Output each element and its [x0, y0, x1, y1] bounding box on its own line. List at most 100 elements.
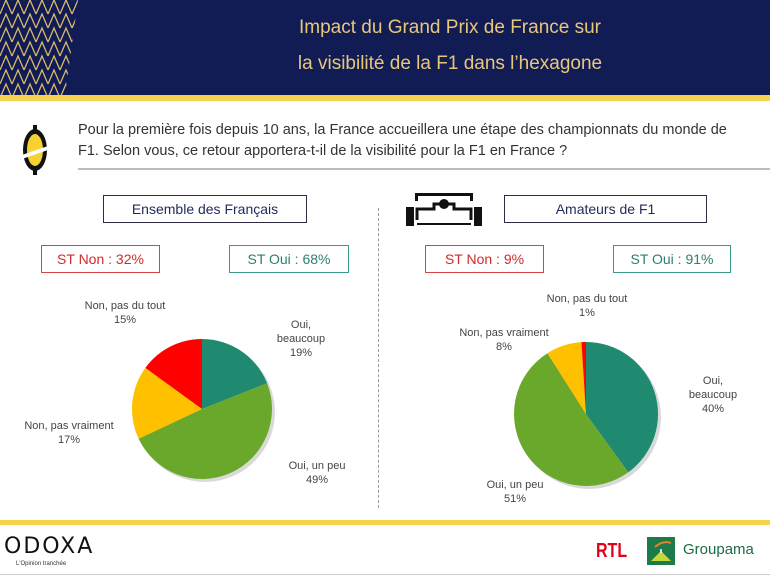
chevron-stroke — [47, 40, 61, 57]
chevron-pattern-decoration — [0, 0, 96, 95]
label-non-pas-du-tout-ensemble: Non, pas du tout 15% — [70, 299, 180, 327]
label-text: beaucoup — [276, 333, 326, 345]
chevron-stroke — [47, 12, 61, 29]
slice-non-pas-vraiment — [547, 342, 586, 414]
odoxa-lemon-icon — [22, 125, 48, 175]
label-text: Non, pas vraiment — [459, 327, 549, 339]
label-text: Non, pas vraiment — [24, 420, 114, 432]
chevron-stroke — [71, 26, 78, 43]
page-title: Impact du Grand Prix de France sur la vi… — [200, 10, 700, 82]
label-value: 40% — [701, 403, 725, 415]
rtl-logo: RTL — [596, 540, 628, 562]
chevron-stroke — [23, 0, 37, 15]
question-divider — [78, 168, 770, 170]
chevron-stroke — [47, 26, 61, 43]
label-value: 49% — [305, 474, 329, 486]
label-oui-un-peu-ensemble: Oui, un peu 49% — [272, 459, 362, 487]
chevron-stroke — [35, 54, 49, 71]
chevron-stroke — [35, 12, 49, 29]
chevron-stroke — [23, 82, 37, 95]
label-value: 15% — [113, 314, 137, 326]
chevron-stroke — [59, 82, 73, 95]
label-value: 19% — [289, 347, 313, 359]
label-text: Oui, — [290, 319, 312, 331]
label-text: Non, pas du tout — [546, 293, 628, 305]
chevron-stroke — [0, 12, 13, 29]
chevron-stroke — [35, 68, 49, 85]
chevron-stroke — [84, 14, 96, 28]
chevron-stroke — [0, 82, 13, 95]
chevron-stroke — [23, 54, 37, 71]
chevron-stroke — [35, 82, 49, 95]
chevron-stroke — [11, 54, 25, 71]
chevron-stroke — [0, 54, 13, 71]
slice-oui-un-peu — [138, 383, 272, 479]
chevron-stroke — [84, 84, 96, 95]
st-non-badge-amateurs: ST Non : 9% — [425, 245, 544, 273]
label-value: 17% — [57, 434, 81, 446]
label-non-pas-vraiment-ensemble: Non, pas vraiment 17% — [14, 419, 124, 447]
slice-non-pas-du-tout — [145, 339, 202, 409]
chevron-stroke — [84, 70, 96, 84]
chevron-stroke — [23, 40, 37, 57]
segment-title-amateurs: Amateurs de F1 — [504, 195, 707, 223]
slice-non-pas-vraiment — [132, 367, 202, 439]
st-oui-badge-ensemble: ST Oui : 68% — [229, 245, 349, 273]
chevron-stroke — [71, 12, 78, 29]
chevron-stroke — [0, 40, 13, 57]
chevron-stroke — [84, 28, 96, 42]
pie-chart-ensemble — [132, 339, 275, 482]
chevron-stroke — [23, 68, 37, 85]
chevron-stroke — [11, 26, 25, 43]
chevron-stroke — [35, 0, 49, 15]
chevron-stroke — [71, 54, 78, 71]
label-value: 51% — [503, 493, 527, 505]
chevron-stroke — [84, 0, 96, 14]
st-oui-badge-amateurs: ST Oui : 91% — [613, 245, 731, 273]
chevron-stroke — [84, 56, 96, 70]
chevron-stroke — [35, 26, 49, 43]
chevron-stroke — [47, 54, 61, 71]
chevron-stroke — [47, 0, 61, 15]
label-non-pas-du-tout-amateurs: Non, pas du tout 1% — [532, 292, 642, 320]
chevron-stroke — [59, 12, 73, 29]
slice-oui-un-peu — [513, 353, 629, 486]
slice-oui-beaucoup — [202, 339, 268, 409]
chevron-stroke — [59, 26, 73, 43]
segment-title-ensemble: Ensemble des Français — [103, 195, 307, 223]
chevron-stroke — [47, 82, 61, 95]
f1-car-icon — [406, 193, 482, 226]
footer-rule — [0, 574, 770, 575]
chevron-stroke — [11, 68, 25, 85]
chevron-stroke — [84, 42, 96, 56]
label-oui-beaucoup-amateurs: Oui, beaucoup 40% — [678, 374, 748, 416]
title-line-1: Impact du Grand Prix de France sur — [298, 17, 601, 38]
chevron-stroke — [35, 40, 49, 57]
question-text: Pour la première fois depuis 10 ans, la … — [78, 122, 727, 159]
label-text: Oui, un peu — [486, 479, 544, 491]
chevron-stroke — [0, 26, 13, 43]
odoxa-tagline: L'Opinion tranchée — [16, 561, 67, 567]
header-accent-bar — [0, 95, 770, 101]
footer-accent-bar — [0, 520, 770, 525]
chevron-stroke — [11, 0, 25, 15]
chevron-stroke — [11, 40, 25, 57]
odoxa-logo: ODOXA — [4, 534, 95, 559]
chevron-stroke — [59, 40, 73, 57]
chevron-stroke — [59, 68, 73, 85]
label-text: beaucoup — [688, 389, 738, 401]
st-non-badge-ensemble: ST Non : 32% — [41, 245, 160, 273]
segments-divider — [378, 208, 379, 508]
chevron-stroke — [0, 0, 13, 15]
chevron-stroke — [47, 68, 61, 85]
label-value: 1% — [579, 307, 595, 319]
chevron-stroke — [71, 0, 78, 15]
header-banner: Impact du Grand Prix de France sur la vi… — [0, 0, 770, 95]
pie-chart-amateurs — [513, 342, 661, 489]
label-text: Oui, un peu — [288, 460, 346, 472]
chevron-stroke — [71, 40, 78, 57]
title-line-2: la visibilité de la F1 dans l’hexagone — [297, 53, 603, 74]
chevron-stroke — [23, 26, 37, 43]
chevron-stroke — [71, 82, 78, 95]
slice-non-pas-du-tout — [581, 342, 586, 414]
